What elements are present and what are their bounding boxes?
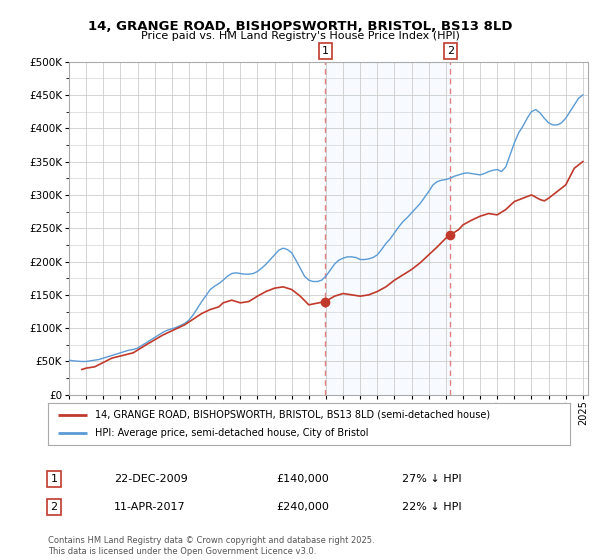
Text: £140,000: £140,000 xyxy=(276,474,329,484)
Text: Price paid vs. HM Land Registry's House Price Index (HPI): Price paid vs. HM Land Registry's House … xyxy=(140,31,460,41)
Text: Contains HM Land Registry data © Crown copyright and database right 2025.
This d: Contains HM Land Registry data © Crown c… xyxy=(48,536,374,556)
Text: 2: 2 xyxy=(447,46,454,56)
Text: 22% ↓ HPI: 22% ↓ HPI xyxy=(402,502,461,512)
Text: 1: 1 xyxy=(50,474,58,484)
Bar xyxy=(325,62,451,395)
Text: £240,000: £240,000 xyxy=(276,502,329,512)
Text: 1: 1 xyxy=(322,46,329,56)
Text: 14, GRANGE ROAD, BISHOPSWORTH, BRISTOL, BS13 8LD (semi-detached house): 14, GRANGE ROAD, BISHOPSWORTH, BRISTOL, … xyxy=(95,410,490,420)
Text: HPI: Average price, semi-detached house, City of Bristol: HPI: Average price, semi-detached house,… xyxy=(95,428,368,438)
Text: 27% ↓ HPI: 27% ↓ HPI xyxy=(402,474,461,484)
Text: 2: 2 xyxy=(50,502,58,512)
Text: 22-DEC-2009: 22-DEC-2009 xyxy=(114,474,188,484)
Text: 11-APR-2017: 11-APR-2017 xyxy=(114,502,185,512)
Text: 14, GRANGE ROAD, BISHOPSWORTH, BRISTOL, BS13 8LD: 14, GRANGE ROAD, BISHOPSWORTH, BRISTOL, … xyxy=(88,20,512,32)
